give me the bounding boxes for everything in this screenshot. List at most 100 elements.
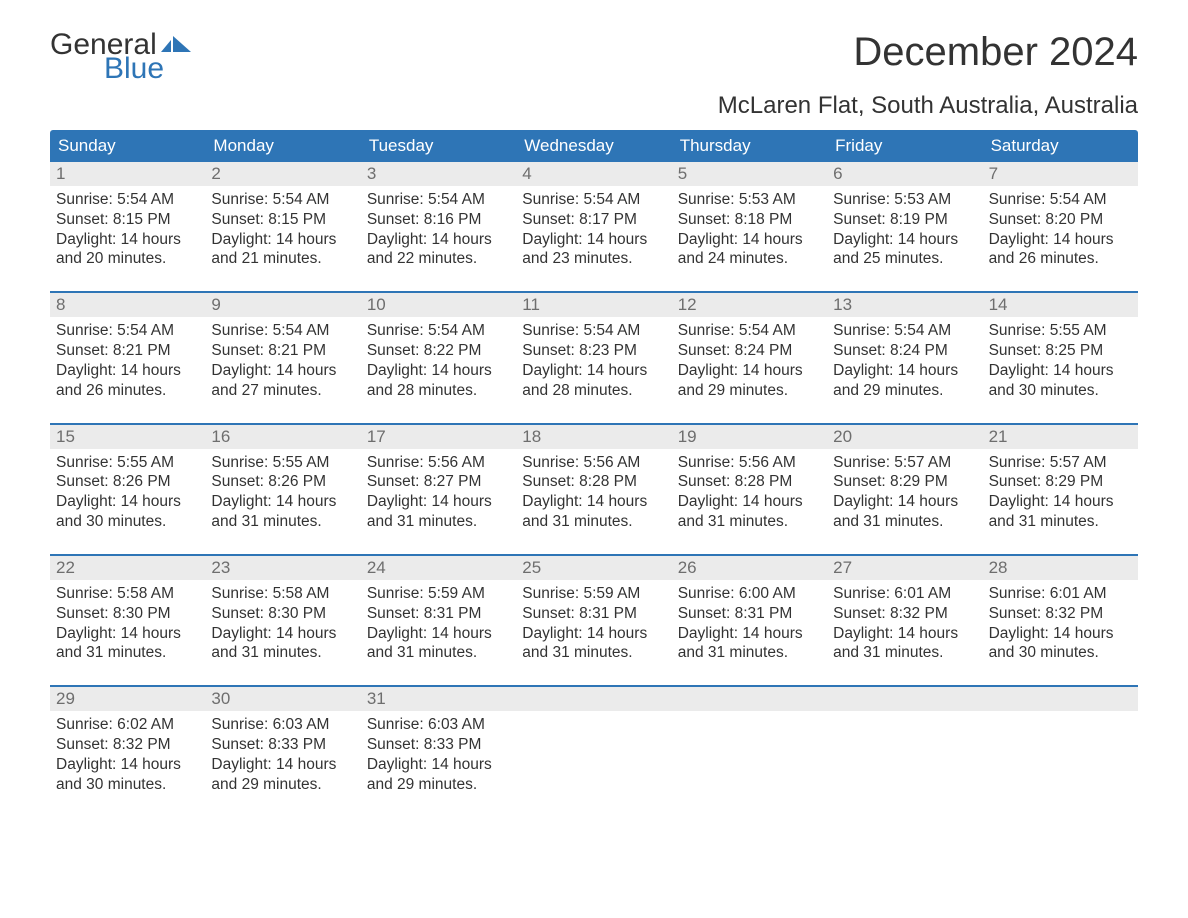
daylight-line-2: and 29 minutes.: [367, 775, 510, 795]
daylight-line-1: Daylight: 14 hours: [56, 361, 199, 381]
daylight-line-2: and 30 minutes.: [989, 381, 1132, 401]
sunset-line: Sunset: 8:29 PM: [989, 472, 1132, 492]
sunset-line: Sunset: 8:30 PM: [211, 604, 354, 624]
day-number: 3: [361, 162, 516, 186]
calendar-cell: 20Sunrise: 5:57 AMSunset: 8:29 PMDayligh…: [827, 425, 982, 536]
day-details: Sunrise: 5:53 AMSunset: 8:18 PMDaylight:…: [672, 186, 827, 273]
daylight-line-2: and 29 minutes.: [211, 775, 354, 795]
daylight-line-1: Daylight: 14 hours: [522, 230, 665, 250]
day-details: Sunrise: 5:56 AMSunset: 8:27 PMDaylight:…: [361, 449, 516, 536]
weekday-header: Monday: [205, 130, 360, 162]
calendar-cell: 30 Sunrise: 6:03 AMSunset: 8:33 PMDayligh…: [205, 687, 360, 798]
day-details: Sunrise: 6:01 AMSunset: 8:32 PMDaylight:…: [983, 580, 1138, 667]
daylight-line-1: Daylight: 14 hours: [211, 230, 354, 250]
sunset-line: Sunset: 8:25 PM: [989, 341, 1132, 361]
weekday-header: Thursday: [672, 130, 827, 162]
daylight-line-1: Daylight: 14 hours: [211, 492, 354, 512]
daylight-line-1: Daylight: 14 hours: [833, 230, 976, 250]
daylight-line-1: Daylight: 14 hours: [989, 230, 1132, 250]
calendar-cell: 28Sunrise: 6:01 AMSunset: 8:32 PMDayligh…: [983, 556, 1138, 667]
weekday-header: Sunday: [50, 130, 205, 162]
logo-word-blue: Blue: [104, 54, 191, 84]
daylight-line-2: and 30 minutes.: [56, 775, 199, 795]
month-title: December 2024: [853, 30, 1138, 75]
sunrise-line: Sunrise: 5:54 AM: [522, 321, 665, 341]
location-text: McLaren Flat, South Australia, Australia: [50, 92, 1138, 120]
day-details: Sunrise: 5:57 AMSunset: 8:29 PMDaylight:…: [827, 449, 982, 536]
sunrise-line: Sunrise: 5:54 AM: [211, 190, 354, 210]
sunrise-line: Sunrise: 5:54 AM: [989, 190, 1132, 210]
sunrise-line: Sunrise: 5:58 AM: [56, 584, 199, 604]
daylight-line-2: and 31 minutes.: [522, 512, 665, 532]
day-number: 23: [205, 556, 360, 580]
daylight-line-2: and 31 minutes.: [56, 643, 199, 663]
sunrise-line: Sunrise: 6:00 AM: [678, 584, 821, 604]
daylight-line-2: and 28 minutes.: [522, 381, 665, 401]
day-number: 26: [672, 556, 827, 580]
calendar-cell: .: [672, 687, 827, 798]
sunset-line: Sunset: 8:23 PM: [522, 341, 665, 361]
sunset-line: Sunset: 8:15 PM: [211, 210, 354, 230]
daylight-line-1: Daylight: 14 hours: [211, 755, 354, 775]
calendar-cell: 17Sunrise: 5:56 AMSunset: 8:27 PMDayligh…: [361, 425, 516, 536]
daylight-line-2: and 31 minutes.: [367, 643, 510, 663]
calendar-cell: 1Sunrise: 5:54 AMSunset: 8:15 PMDaylight…: [50, 162, 205, 273]
daylight-line-2: and 24 minutes.: [678, 249, 821, 269]
day-number: 2: [205, 162, 360, 186]
daylight-line-1: Daylight: 14 hours: [211, 361, 354, 381]
day-details: [983, 711, 1138, 719]
day-number: 15: [50, 425, 205, 449]
sunrise-line: Sunrise: 6:03 AM: [211, 715, 354, 735]
daylight-line-1: Daylight: 14 hours: [367, 361, 510, 381]
sunrise-line: Sunrise: 6:01 AM: [833, 584, 976, 604]
daylight-line-2: and 25 minutes.: [833, 249, 976, 269]
sunrise-line: Sunrise: 5:57 AM: [989, 453, 1132, 473]
sunset-line: Sunset: 8:31 PM: [367, 604, 510, 624]
day-details: Sunrise: 5:55 AMSunset: 8:26 PMDaylight:…: [50, 449, 205, 536]
calendar-cell: 24Sunrise: 5:59 AMSunset: 8:31 PMDayligh…: [361, 556, 516, 667]
day-details: Sunrise: 5:54 AMSunset: 8:24 PMDaylight:…: [672, 317, 827, 404]
daylight-line-2: and 31 minutes.: [211, 643, 354, 663]
day-details: Sunrise: 6:01 AMSunset: 8:32 PMDaylight:…: [827, 580, 982, 667]
calendar-cell: .: [516, 687, 671, 798]
daylight-line-1: Daylight: 14 hours: [367, 624, 510, 644]
daylight-line-1: Daylight: 14 hours: [989, 624, 1132, 644]
day-details: Sunrise: 5:54 AMSunset: 8:21 PMDaylight:…: [205, 317, 360, 404]
calendar-week: 29Sunrise: 6:02 AMSunset: 8:32 PMDayligh…: [50, 685, 1138, 798]
calendar-cell: 25Sunrise: 5:59 AMSunset: 8:31 PMDayligh…: [516, 556, 671, 667]
day-number: 7: [983, 162, 1138, 186]
sunset-line: Sunset: 8:32 PM: [833, 604, 976, 624]
daylight-line-2: and 22 minutes.: [367, 249, 510, 269]
day-number: 25: [516, 556, 671, 580]
sunrise-line: Sunrise: 6:01 AM: [989, 584, 1132, 604]
calendar-cell: 23Sunrise: 5:58 AMSunset: 8:30 PMDayligh…: [205, 556, 360, 667]
day-details: Sunrise: 5:54 AMSunset: 8:16 PMDaylight:…: [361, 186, 516, 273]
sunrise-line: Sunrise: 5:56 AM: [522, 453, 665, 473]
day-details: [516, 711, 671, 719]
day-details: Sunrise: 5:58 AMSunset: 8:30 PMDaylight:…: [205, 580, 360, 667]
day-number: 30: [205, 687, 360, 711]
day-number: 1: [50, 162, 205, 186]
weekday-header: Tuesday: [361, 130, 516, 162]
daylight-line-1: Daylight: 14 hours: [56, 230, 199, 250]
calendar-cell: 8Sunrise: 5:54 AMSunset: 8:21 PMDaylight…: [50, 293, 205, 404]
calendar-cell: 31Sunrise: 6:03 AMSunset: 8:33 PMDayligh…: [361, 687, 516, 798]
daylight-line-1: Daylight: 14 hours: [989, 492, 1132, 512]
day-details: Sunrise: 5:56 AMSunset: 8:28 PMDaylight:…: [672, 449, 827, 536]
calendar-cell: 29Sunrise: 6:02 AMSunset: 8:32 PMDayligh…: [50, 687, 205, 798]
sunrise-line: Sunrise: 5:56 AM: [367, 453, 510, 473]
calendar-cell: 5Sunrise: 5:53 AMSunset: 8:18 PMDaylight…: [672, 162, 827, 273]
day-details: Sunrise: 6:02 AMSunset: 8:32 PMDaylight:…: [50, 711, 205, 798]
sunset-line: Sunset: 8:26 PM: [56, 472, 199, 492]
sunrise-line: Sunrise: 5:53 AM: [833, 190, 976, 210]
sunrise-line: Sunrise: 5:55 AM: [56, 453, 199, 473]
sunrise-line: Sunrise: 5:53 AM: [678, 190, 821, 210]
weekday-header: Saturday: [983, 130, 1138, 162]
calendar-week: 8Sunrise: 5:54 AMSunset: 8:21 PMDaylight…: [50, 291, 1138, 404]
day-number: 12: [672, 293, 827, 317]
sunrise-line: Sunrise: 5:54 AM: [833, 321, 976, 341]
day-details: Sunrise: 5:53 AMSunset: 8:19 PMDaylight:…: [827, 186, 982, 273]
day-details: Sunrise: 5:57 AMSunset: 8:29 PMDaylight:…: [983, 449, 1138, 536]
daylight-line-1: Daylight: 14 hours: [367, 230, 510, 250]
sunset-line: Sunset: 8:33 PM: [211, 735, 354, 755]
